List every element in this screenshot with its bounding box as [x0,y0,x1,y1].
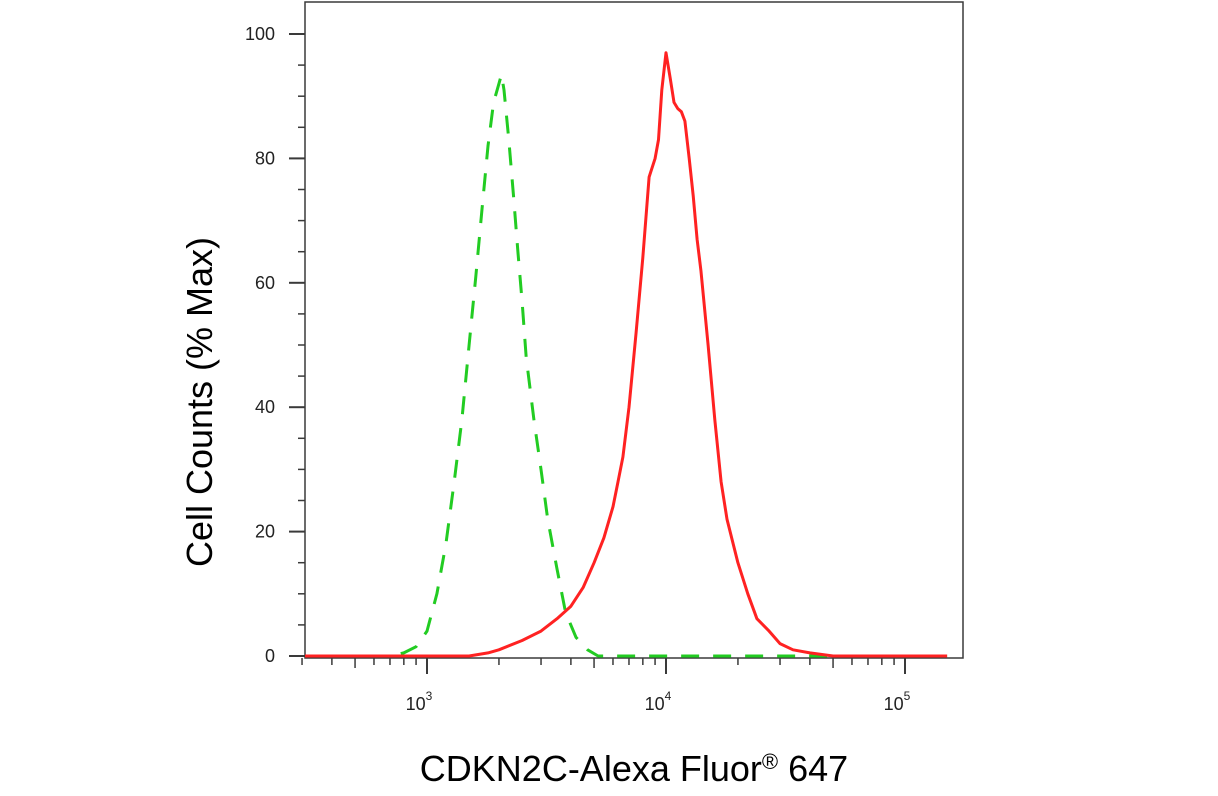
x-axis: 103 104 105 [301,658,911,714]
y-axis: 0 20 40 60 80 100 [245,24,305,666]
series-line-sample [305,51,948,658]
y-tick-label: 40 [255,397,275,417]
x-axis-title: CDKN2C-Alexa Fluor® 647 [420,748,848,789]
y-tick-label: 100 [245,24,275,44]
y-tick-label: 20 [255,522,275,542]
x-tick-label: 105 [884,689,911,714]
x-tick-label: 104 [645,689,672,714]
x-axis-title-suffix: 647 [778,748,848,789]
x-axis-title-main: CDKN2C-Alexa Fluor [420,748,762,789]
x-tick-label: 103 [406,689,433,714]
series-layer [305,51,948,658]
y-tick-label: 80 [255,148,275,168]
plot-frame [304,1,964,659]
series-line-control [305,72,948,658]
x-axis-title-mark: ® [762,749,778,774]
y-tick-label: 60 [255,273,275,293]
y-axis-title: Cell Counts (% Max) [179,237,220,567]
y-tick-label: 0 [265,646,275,666]
plot-border [304,1,964,659]
